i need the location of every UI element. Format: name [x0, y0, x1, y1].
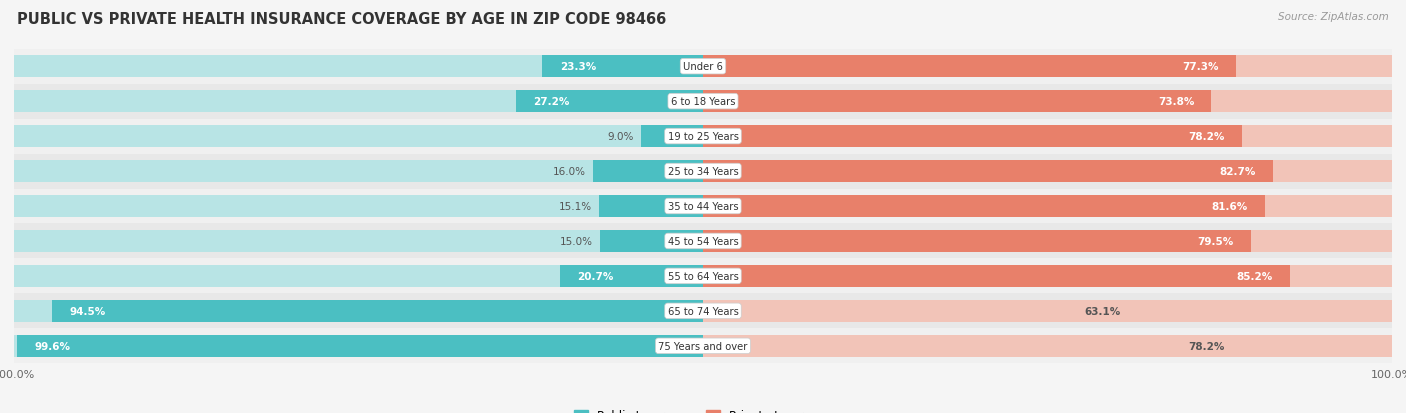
- Text: Under 6: Under 6: [683, 62, 723, 72]
- Bar: [703, 126, 1392, 147]
- Text: 25 to 34 Years: 25 to 34 Years: [668, 166, 738, 177]
- Bar: [703, 56, 1392, 78]
- Bar: [14, 230, 703, 252]
- Text: 85.2%: 85.2%: [1236, 271, 1272, 281]
- Text: 27.2%: 27.2%: [533, 97, 569, 107]
- Bar: [703, 230, 1251, 252]
- Bar: [703, 300, 1392, 322]
- Bar: [14, 119, 1392, 154]
- Text: 75 Years and over: 75 Years and over: [658, 341, 748, 351]
- Bar: [703, 91, 1392, 113]
- Bar: [14, 56, 703, 78]
- Bar: [593, 161, 703, 183]
- Bar: [14, 91, 703, 113]
- Bar: [14, 329, 1392, 363]
- Text: 77.3%: 77.3%: [1182, 62, 1219, 72]
- Text: 55 to 64 Years: 55 to 64 Years: [668, 271, 738, 281]
- Bar: [14, 335, 703, 357]
- Text: 9.0%: 9.0%: [607, 132, 634, 142]
- Bar: [14, 126, 703, 147]
- Bar: [703, 266, 1392, 287]
- Text: 23.3%: 23.3%: [560, 62, 596, 72]
- Text: 20.7%: 20.7%: [578, 271, 614, 281]
- Bar: [561, 266, 703, 287]
- Bar: [703, 196, 1265, 217]
- Bar: [703, 266, 1289, 287]
- Bar: [14, 189, 1392, 224]
- Bar: [641, 126, 703, 147]
- Bar: [14, 294, 1392, 329]
- Text: 65 to 74 Years: 65 to 74 Years: [668, 306, 738, 316]
- Text: PUBLIC VS PRIVATE HEALTH INSURANCE COVERAGE BY AGE IN ZIP CODE 98466: PUBLIC VS PRIVATE HEALTH INSURANCE COVER…: [17, 12, 666, 27]
- Text: 16.0%: 16.0%: [553, 166, 586, 177]
- Text: 73.8%: 73.8%: [1157, 97, 1194, 107]
- Bar: [703, 335, 1392, 357]
- Bar: [703, 91, 1212, 113]
- Text: 94.5%: 94.5%: [69, 306, 105, 316]
- Legend: Public Insurance, Private Insurance: Public Insurance, Private Insurance: [569, 404, 837, 413]
- Bar: [599, 230, 703, 252]
- Text: 63.1%: 63.1%: [1084, 306, 1121, 316]
- Text: 15.1%: 15.1%: [560, 202, 592, 211]
- Bar: [14, 154, 1392, 189]
- Text: Source: ZipAtlas.com: Source: ZipAtlas.com: [1278, 12, 1389, 22]
- Bar: [703, 161, 1392, 183]
- Bar: [703, 161, 1272, 183]
- Bar: [14, 84, 1392, 119]
- Bar: [703, 56, 1236, 78]
- Text: 78.2%: 78.2%: [1188, 341, 1225, 351]
- Bar: [14, 196, 703, 217]
- Bar: [599, 196, 703, 217]
- Text: 6 to 18 Years: 6 to 18 Years: [671, 97, 735, 107]
- Bar: [14, 300, 703, 322]
- Text: 82.7%: 82.7%: [1219, 166, 1256, 177]
- Bar: [14, 161, 703, 183]
- Bar: [543, 56, 703, 78]
- Bar: [703, 230, 1392, 252]
- Text: 19 to 25 Years: 19 to 25 Years: [668, 132, 738, 142]
- Bar: [52, 300, 703, 322]
- Text: 99.6%: 99.6%: [34, 341, 70, 351]
- Bar: [703, 126, 1241, 147]
- Bar: [703, 300, 1137, 322]
- Bar: [14, 259, 1392, 294]
- Text: 15.0%: 15.0%: [560, 236, 593, 247]
- Text: 35 to 44 Years: 35 to 44 Years: [668, 202, 738, 211]
- Bar: [14, 224, 1392, 259]
- Bar: [703, 335, 1241, 357]
- Bar: [703, 196, 1392, 217]
- Bar: [516, 91, 703, 113]
- Text: 45 to 54 Years: 45 to 54 Years: [668, 236, 738, 247]
- Bar: [14, 266, 703, 287]
- Bar: [14, 50, 1392, 84]
- Text: 78.2%: 78.2%: [1188, 132, 1225, 142]
- Text: 81.6%: 81.6%: [1212, 202, 1249, 211]
- Bar: [17, 335, 703, 357]
- Text: 79.5%: 79.5%: [1198, 236, 1233, 247]
